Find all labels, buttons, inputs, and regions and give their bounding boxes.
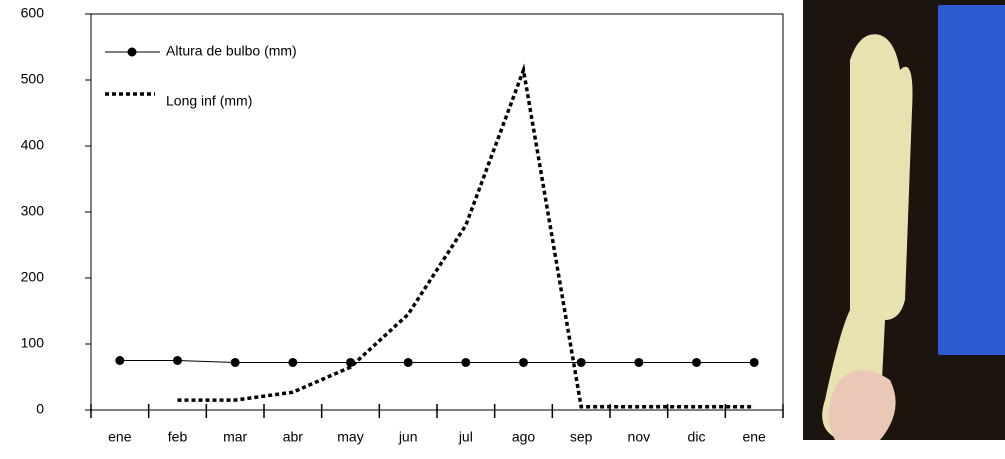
x-tick-label: ene bbox=[742, 429, 766, 445]
legend-label: Long inf (mm) bbox=[166, 93, 252, 109]
point-marker bbox=[173, 356, 182, 365]
point-marker bbox=[634, 357, 644, 367]
y-tick-label: 300 bbox=[21, 203, 45, 219]
x-tick-label: mar bbox=[223, 429, 247, 445]
point-marker bbox=[288, 357, 298, 367]
ruler bbox=[938, 5, 1005, 355]
x-tick-label: ene bbox=[108, 429, 132, 445]
photo bbox=[803, 0, 1005, 441]
x-tick-label: dic bbox=[688, 429, 706, 445]
x-tick-label: feb bbox=[168, 429, 188, 445]
x-tick-label: abr bbox=[283, 429, 304, 445]
bulb-base bbox=[828, 370, 896, 440]
y-tick-label: 0 bbox=[36, 401, 44, 417]
plot-frame bbox=[90, 13, 784, 411]
point-marker bbox=[749, 357, 759, 367]
y-tick-label: 500 bbox=[21, 71, 45, 87]
point-marker bbox=[403, 357, 413, 367]
legend-marker bbox=[127, 47, 137, 57]
point-marker bbox=[519, 357, 528, 367]
x-tick-label: jul bbox=[458, 429, 473, 445]
x-tick-label: nov bbox=[628, 429, 651, 445]
legend-label: Altura de bulbo (mm) bbox=[166, 43, 297, 59]
point-marker bbox=[115, 356, 125, 365]
point-marker bbox=[461, 357, 471, 367]
point-marker bbox=[576, 357, 586, 367]
y-tick-label: 200 bbox=[21, 269, 45, 285]
series-line bbox=[119, 360, 755, 363]
y-tick-label: 600 bbox=[21, 5, 45, 21]
point-marker bbox=[230, 357, 240, 367]
x-tick-label: may bbox=[337, 429, 363, 445]
series-line bbox=[177, 63, 755, 409]
point-marker bbox=[692, 357, 701, 367]
y-tick-label: 400 bbox=[21, 137, 45, 153]
x-tick-label: sep bbox=[570, 429, 593, 445]
x-tick-label: jun bbox=[398, 429, 418, 445]
bulb bbox=[822, 34, 913, 441]
y-tick-label: 100 bbox=[21, 335, 45, 351]
x-tick-label: ago bbox=[512, 429, 536, 445]
